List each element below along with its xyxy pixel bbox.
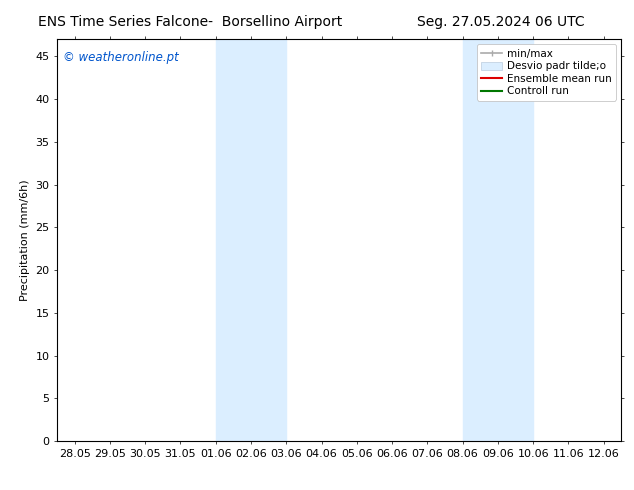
Bar — [463, 39, 533, 441]
Text: © weatheronline.pt: © weatheronline.pt — [63, 51, 178, 64]
Text: Seg. 27.05.2024 06 UTC: Seg. 27.05.2024 06 UTC — [417, 15, 585, 29]
Y-axis label: Precipitation (mm/6h): Precipitation (mm/6h) — [20, 179, 30, 301]
Legend: min/max, Desvio padr tilde;o, Ensemble mean run, Controll run: min/max, Desvio padr tilde;o, Ensemble m… — [477, 45, 616, 100]
Text: ENS Time Series Falcone-  Borsellino Airport: ENS Time Series Falcone- Borsellino Airp… — [38, 15, 342, 29]
Bar — [216, 39, 287, 441]
